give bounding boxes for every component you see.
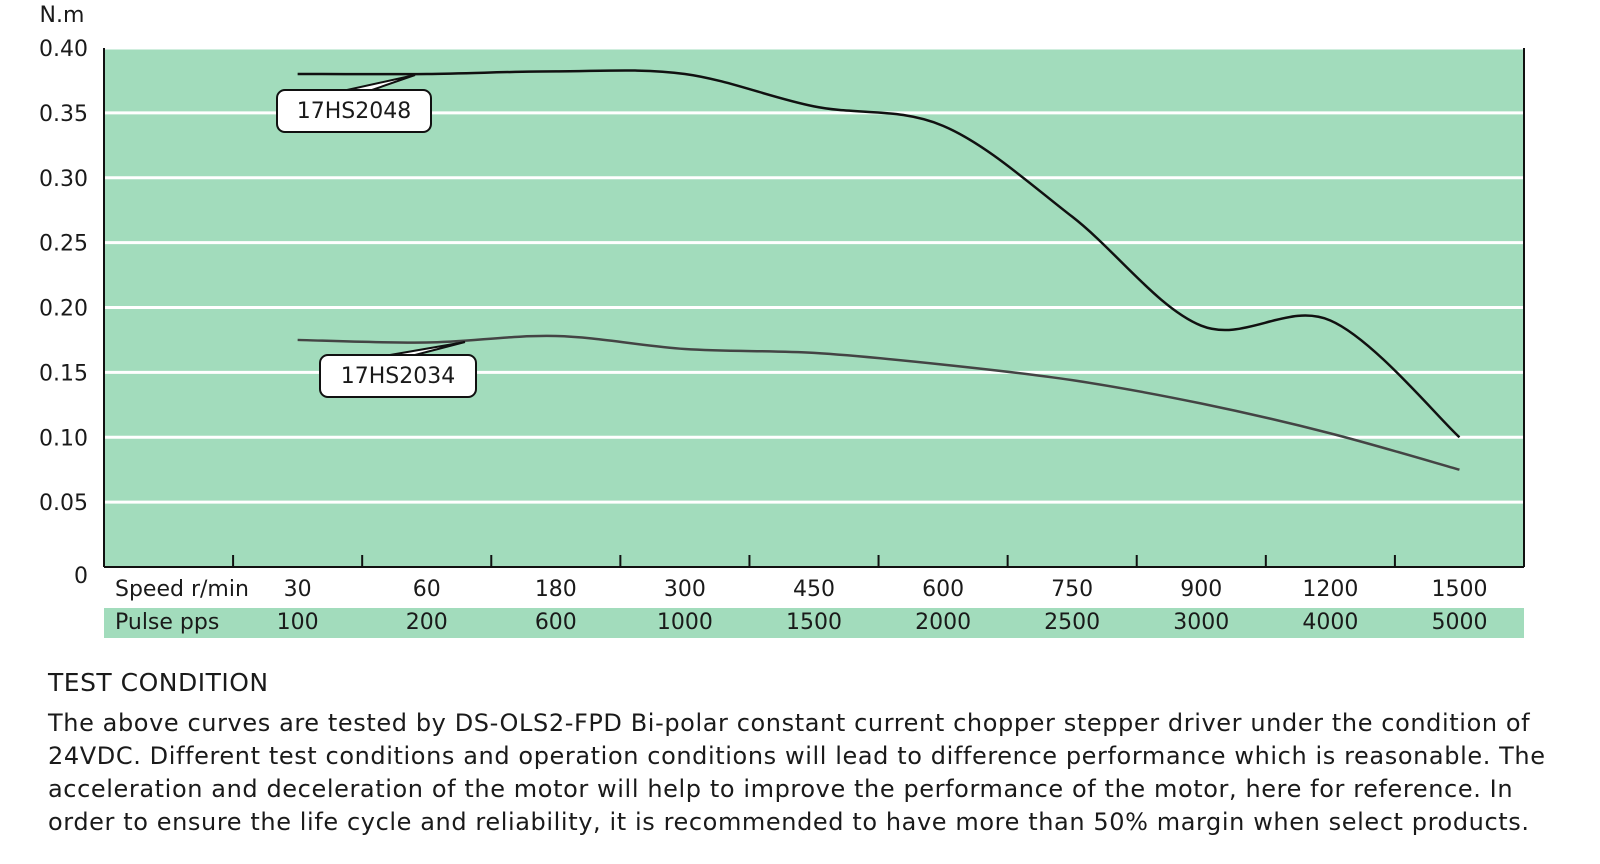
pulse-tick-label: 1000 — [657, 610, 713, 635]
callout-pointer — [389, 341, 466, 356]
x-tick-label: 180 — [535, 577, 577, 602]
y-tick-label: 0.30 — [39, 167, 88, 192]
pulse-tick-label: 200 — [406, 610, 448, 635]
x-axis-label: Speed r/min — [115, 577, 249, 602]
y-axis-label: N.m — [40, 3, 85, 28]
pulse-tick-label: 2500 — [1044, 610, 1100, 635]
y-tick-label: 0.20 — [39, 297, 88, 322]
series-label: 17HS2034 — [341, 364, 456, 389]
chart: N.m 0 0.05 0.10 0.15 0.20 0.25 0.30 0.35 0.40 Spe… — [39, 3, 1525, 638]
x2-axis-label: Pulse pps — [115, 610, 219, 635]
series-line — [297, 69, 1461, 439]
y-tick-label: 0 — [74, 564, 88, 589]
series-line — [297, 334, 1460, 471]
notes-title: TEST CONDITION — [48, 668, 269, 697]
notes-text: The above curves are tested by DS-OLS2-F… — [48, 709, 1546, 836]
callout-box — [319, 354, 477, 398]
y-tick-label: 0.25 — [39, 232, 88, 257]
test-condition: TEST CONDITION The above curves are test… — [48, 668, 1568, 839]
y-tick-label: 0.35 — [39, 102, 88, 127]
x-tick-label: 1200 — [1302, 577, 1358, 602]
x-tick-label: 300 — [664, 577, 706, 602]
x-tick-label: 1500 — [1431, 577, 1487, 602]
x-tick-label: 30 — [284, 577, 312, 602]
y-tick-label: 0.15 — [39, 361, 88, 386]
x-tick-label: 60 — [413, 577, 441, 602]
pulse-tick-label: 600 — [535, 610, 577, 635]
pulse-tick-label: 4000 — [1302, 610, 1358, 635]
series-label: 17HS2048 — [297, 99, 412, 124]
callout-pointer — [346, 74, 416, 91]
callout-box — [276, 89, 432, 133]
y-tick-label: 0.05 — [39, 491, 88, 516]
x-tick-label: 900 — [1180, 577, 1222, 602]
pulse-row — [104, 608, 1524, 638]
y-tick-label: 0.10 — [39, 426, 88, 451]
pulse-tick-label: 5000 — [1431, 610, 1487, 635]
pulse-tick-label: 1500 — [786, 610, 842, 635]
pulse-tick-label: 2000 — [915, 610, 971, 635]
x-tick-label: 450 — [793, 577, 835, 602]
x-tick-label: 600 — [922, 577, 964, 602]
x-tick-label: 750 — [1051, 577, 1093, 602]
y-tick-label: 0.40 — [39, 37, 88, 62]
pulse-tick-label: 100 — [277, 610, 319, 635]
pulse-tick-label: 3000 — [1173, 610, 1229, 635]
